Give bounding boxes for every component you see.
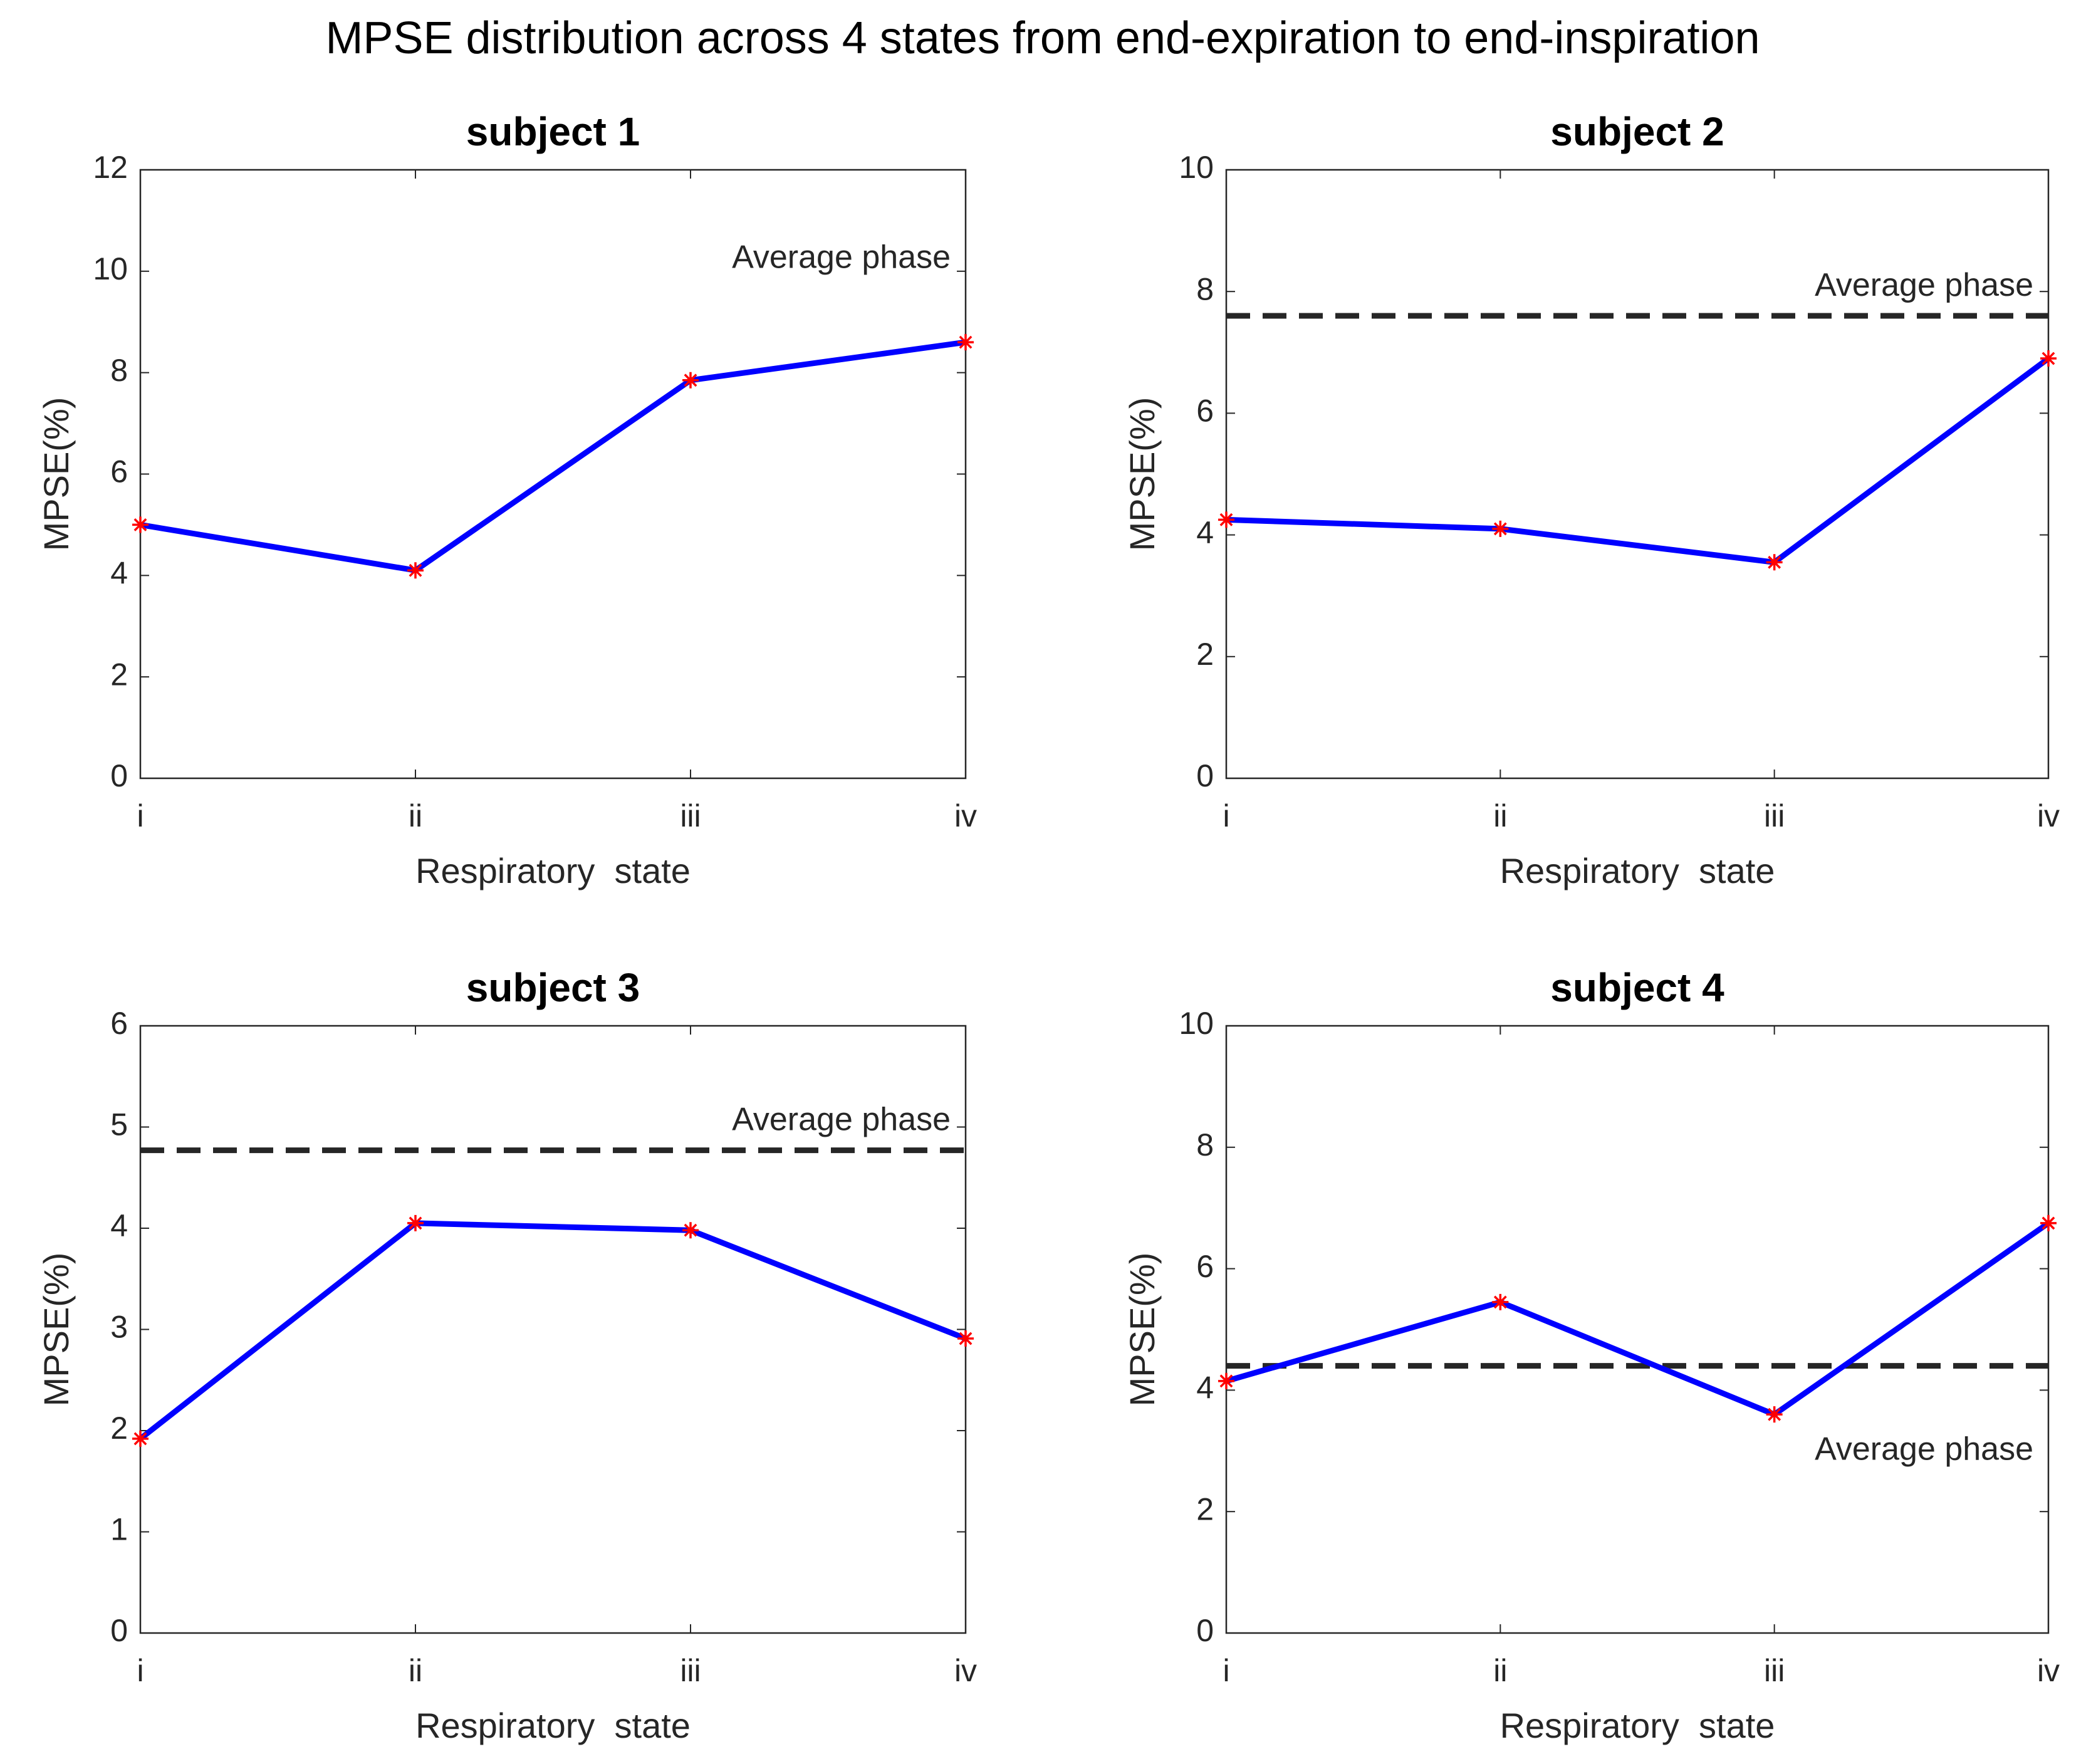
y-tick-label: 0 bbox=[110, 1613, 128, 1648]
y-tick-label: 3 bbox=[110, 1310, 128, 1345]
x-tick-label: iv bbox=[2037, 798, 2060, 833]
annotation: Average phase bbox=[732, 239, 951, 276]
y-tick-label: 2 bbox=[1196, 637, 1214, 672]
y-tick-label: 1 bbox=[110, 1512, 128, 1547]
y-tick-label: 6 bbox=[1196, 394, 1214, 429]
x-tick-label: iv bbox=[2037, 1653, 2060, 1688]
data-marker bbox=[407, 1214, 424, 1231]
data-marker bbox=[2040, 350, 2057, 367]
data-line bbox=[138, 1220, 967, 1441]
data-marker bbox=[407, 562, 424, 579]
x-tick-label: ii bbox=[1493, 798, 1507, 833]
x-tick-label: i bbox=[137, 798, 143, 833]
axes-box bbox=[1225, 169, 2050, 780]
x-axis-label: Respiratory state bbox=[1500, 851, 1775, 890]
x-axis-label: Respiratory state bbox=[415, 1706, 691, 1745]
y-tick-label: 2 bbox=[110, 657, 128, 692]
data-marker bbox=[2040, 1214, 2057, 1231]
y-tick-label: 8 bbox=[1196, 271, 1214, 306]
axes-box bbox=[139, 1025, 967, 1634]
y-tick-label: 4 bbox=[110, 556, 128, 591]
x-tick-label: i bbox=[1223, 1653, 1229, 1688]
reference-label: Average phase bbox=[1815, 1431, 2033, 1467]
y-tick-label: 8 bbox=[110, 353, 128, 388]
data-marker bbox=[682, 372, 699, 389]
y-tick-label: 4 bbox=[1196, 1370, 1214, 1406]
y-axis-label: MPSE(%) bbox=[1122, 397, 1162, 551]
x-axis-label: Respiratory state bbox=[415, 851, 691, 890]
data-marker bbox=[132, 516, 149, 533]
x-tick-label: iii bbox=[1764, 798, 1785, 833]
x-tick-label: i bbox=[1223, 798, 1229, 833]
x-tick-label: ii bbox=[409, 798, 422, 833]
data-marker bbox=[1218, 1372, 1234, 1389]
data-line bbox=[1225, 1221, 2050, 1417]
reference-label: Average phase bbox=[1815, 267, 2033, 303]
subplot-title: subject 2 bbox=[1550, 109, 1724, 154]
y-tick-label: 4 bbox=[1196, 515, 1214, 550]
y-tick-label: 10 bbox=[93, 251, 128, 286]
y-axis-label: MPSE(%) bbox=[36, 1253, 76, 1407]
x-tick-label: i bbox=[137, 1653, 143, 1688]
x-tick-label: iii bbox=[680, 1653, 701, 1688]
data-marker bbox=[1492, 1293, 1509, 1310]
y-tick-label: 4 bbox=[110, 1208, 128, 1243]
data-marker bbox=[957, 334, 974, 351]
data-marker bbox=[957, 1330, 974, 1347]
x-tick-label: iv bbox=[954, 798, 977, 833]
x-tick-label: ii bbox=[1493, 1653, 1507, 1688]
y-tick-label: 6 bbox=[110, 454, 128, 489]
reference-label: Average phase bbox=[732, 1101, 951, 1137]
y-tick-label: 2 bbox=[1196, 1491, 1214, 1527]
y-tick-label: 2 bbox=[110, 1411, 128, 1446]
y-tick-label: 12 bbox=[93, 150, 128, 185]
y-axis-label: MPSE(%) bbox=[36, 397, 76, 551]
y-axis-label: MPSE(%) bbox=[1122, 1253, 1162, 1407]
data-marker bbox=[1218, 511, 1234, 528]
y-tick-label: 0 bbox=[110, 758, 128, 793]
x-tick-label: iii bbox=[680, 798, 701, 833]
x-tick-label: iv bbox=[954, 1653, 977, 1688]
x-tick-label: iii bbox=[1764, 1653, 1785, 1688]
data-marker bbox=[1492, 520, 1509, 537]
data-marker bbox=[682, 1222, 699, 1239]
figure-title: MPSE distribution across 4 states from e… bbox=[325, 13, 1760, 63]
axes-box bbox=[139, 169, 967, 780]
y-tick-label: 0 bbox=[1196, 1613, 1214, 1648]
subplot-title: subject 3 bbox=[466, 965, 640, 1010]
y-tick-label: 5 bbox=[110, 1107, 128, 1142]
axes-box bbox=[1225, 1025, 2050, 1634]
y-tick-label: 10 bbox=[1179, 1006, 1214, 1041]
data-marker bbox=[132, 1430, 149, 1447]
data-line bbox=[1226, 356, 2050, 565]
subplot-title: subject 1 bbox=[466, 109, 640, 154]
y-tick-label: 0 bbox=[1196, 758, 1214, 793]
y-tick-label: 6 bbox=[110, 1006, 128, 1041]
data-marker bbox=[1766, 554, 1783, 571]
y-tick-label: 8 bbox=[1196, 1127, 1214, 1162]
subplot-title: subject 4 bbox=[1550, 965, 1724, 1010]
y-tick-label: 6 bbox=[1196, 1249, 1214, 1284]
x-tick-label: ii bbox=[409, 1653, 422, 1688]
y-tick-label: 10 bbox=[1179, 150, 1214, 185]
x-axis-label: Respiratory state bbox=[1500, 1706, 1775, 1745]
data-marker bbox=[1766, 1406, 1783, 1423]
data-line bbox=[140, 339, 966, 573]
